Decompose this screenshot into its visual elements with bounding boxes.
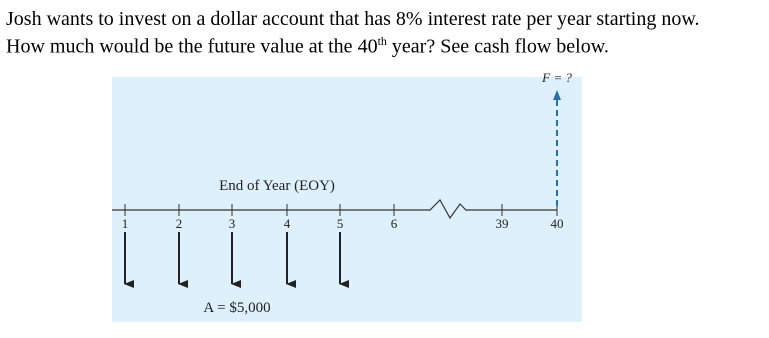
question-line: Josh wants to invest on a dollar account… [6,8,700,30]
superscript: th [377,34,387,48]
tick-label: 5 [337,216,344,231]
tick-label: 6 [391,216,398,231]
tick-label: 4 [284,216,291,231]
annuity-label: A = $5,000 [203,300,270,316]
tick-label: 40 [551,216,564,231]
payment-arrows [124,232,349,288]
text: How much would be the future value at th… [6,35,378,58]
background [112,77,582,322]
arrow-head [553,90,561,100]
tick-label: 2 [176,216,183,231]
ticks: 1 2 3 4 5 6 39 40 [122,204,564,231]
tick-label: 39 [496,216,509,231]
question-line: How much would be the future value at th… [6,34,609,59]
time-line [112,199,557,220]
future-label: F = ? [541,70,572,85]
tick-label: 1 [122,216,129,231]
text: year? See cash flow below. [386,35,609,58]
axis-label: End of Year (EOY) [219,178,335,194]
tick-label: 3 [229,216,236,231]
